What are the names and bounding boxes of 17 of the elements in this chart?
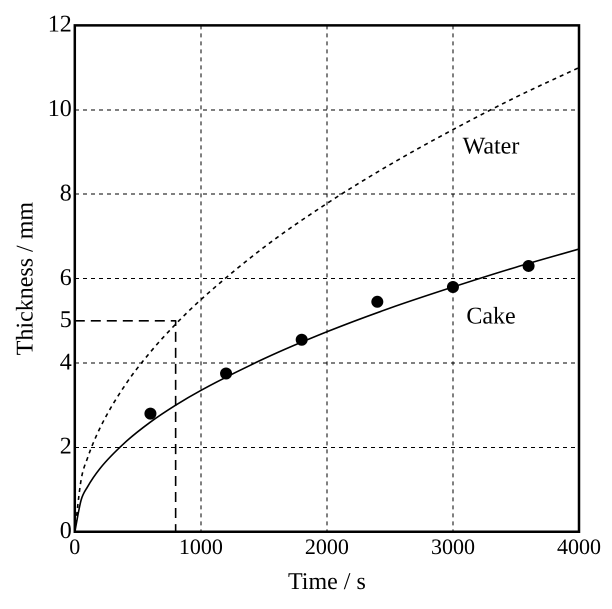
series-label: Cake [466,304,516,330]
x-tick-label: 3000 [430,534,475,559]
point [144,408,156,420]
point [371,296,384,308]
y-tick-label: 8 [60,180,72,206]
x-axis-title: Time / s [288,568,366,595]
x-tick-label: 4000 [557,534,601,559]
x-tick-label: 2000 [304,534,349,559]
y-axis-title: Thickness / mm [12,202,39,356]
y-tick-label: 12 [48,12,72,38]
y-tick-label: 6 [60,264,72,291]
y-tick-label: 10 [48,96,72,122]
series-label: Water [462,133,520,160]
y-tick-label: 5 [60,307,72,334]
y-tick-label: 4 [60,349,72,376]
y-tick-label: 2 [60,434,72,460]
x-tick-label: 1000 [178,534,223,559]
